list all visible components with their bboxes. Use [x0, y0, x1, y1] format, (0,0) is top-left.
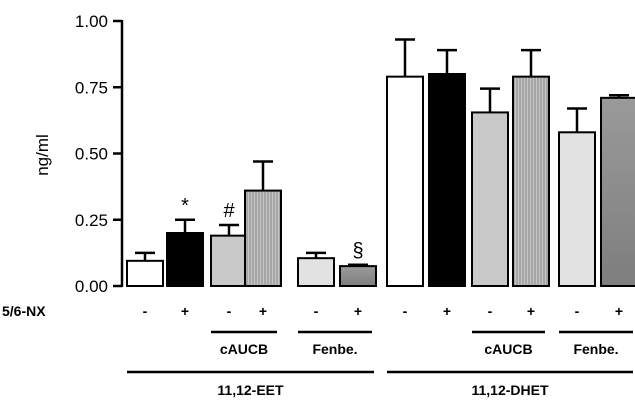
bar-annotation: §: [352, 240, 363, 262]
subgroup-label: Fenbe.: [312, 341, 357, 357]
bar: [126, 259, 164, 288]
bars: * # §: [126, 38, 635, 288]
sign-label: +: [527, 303, 535, 319]
sign-label: +: [615, 303, 623, 319]
bar: [558, 131, 596, 287]
sign-label: -: [314, 303, 319, 319]
bar-group: [297, 251, 335, 287]
bar-group: [244, 160, 282, 288]
bar: [339, 265, 377, 287]
subgroup-label: cAUCB: [220, 341, 268, 357]
subgroup-label: cAUCB: [484, 341, 532, 357]
sign-label: -: [403, 303, 408, 319]
y-axis-label: ng/ml: [33, 134, 52, 176]
group-label: 11,12-EET: [217, 382, 284, 398]
group-label: 11,12-DHET: [471, 382, 548, 398]
bar: [166, 232, 204, 287]
bar: [210, 234, 248, 287]
bar-group: [512, 48, 550, 288]
bar: [244, 189, 282, 288]
bar-group: §: [339, 240, 377, 287]
bar: [428, 73, 466, 287]
bar-annotation: #: [223, 200, 235, 222]
bar-group: #: [210, 200, 248, 287]
y-axis: 0.00 0.25 0.50 0.75 1.00: [75, 12, 124, 296]
bar-group: [126, 251, 164, 288]
sign-label: +: [443, 303, 451, 319]
bar: [512, 75, 550, 288]
sign-label: -: [488, 303, 493, 319]
y-tick-label: 0.00: [75, 277, 108, 296]
bar: [386, 75, 424, 288]
bar: [471, 111, 509, 287]
bar-annotation: *: [181, 195, 189, 217]
bar: [297, 257, 335, 287]
bar-group: [558, 107, 596, 287]
y-tick-label: 0.25: [75, 211, 108, 230]
sign-label: -: [575, 303, 580, 319]
x-row-label: 5/6-NX: [2, 303, 46, 319]
sign-label: +: [354, 303, 362, 319]
bar: [600, 96, 635, 287]
sign-label: -: [227, 303, 232, 319]
x-labels: - + - + - + - + - + - + cAUCB Fenbe. cAUCB Fenbe. 11,12-…: [127, 303, 633, 398]
bar-group: [600, 93, 635, 287]
y-tick-label: 1.00: [75, 12, 108, 31]
bar-group: [471, 87, 509, 287]
sign-label: -: [143, 303, 148, 319]
bar-group: *: [166, 195, 204, 287]
y-tick-label: 0.75: [75, 78, 108, 97]
y-tick-label: 0.50: [75, 145, 108, 164]
bar-group: [428, 48, 466, 287]
subgroup-label: Fenbe.: [573, 341, 618, 357]
sign-label: +: [181, 303, 189, 319]
sign-label: +: [259, 303, 267, 319]
bar-group: [386, 38, 424, 288]
